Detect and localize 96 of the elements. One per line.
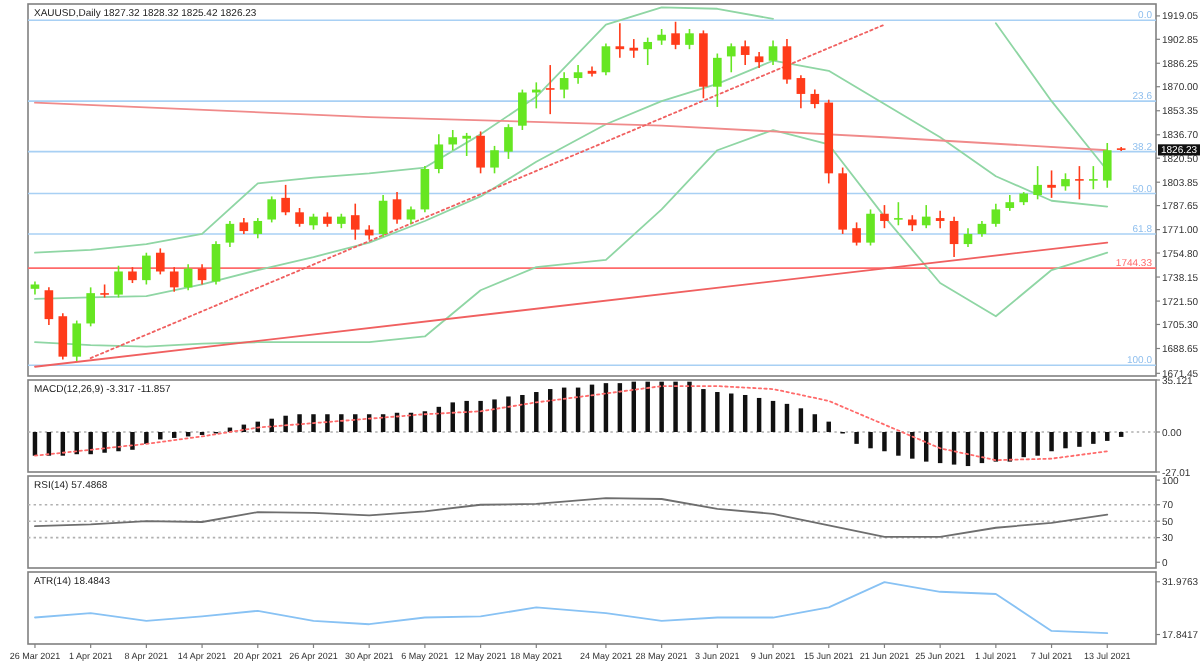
candlestick [350,202,360,241]
candlestick [86,286,95,328]
bar [506,396,511,433]
candlestick [1033,165,1042,201]
bar [1049,432,1054,452]
candlestick [866,208,875,247]
candlestick [740,39,750,66]
bar [645,381,650,433]
candlestick [545,64,555,115]
candlestick [643,36,653,66]
bar [715,392,720,433]
candlestick [810,88,820,110]
candlestick [782,38,792,85]
candlestick [44,286,54,326]
candlestick [448,129,458,152]
bar [492,399,497,432]
bar [1077,432,1082,447]
candlestick [114,264,123,299]
bar [798,408,804,433]
bar [854,432,859,444]
bar [311,414,316,432]
candlestick [921,204,931,229]
candlestick [852,221,861,247]
candlestick [991,202,1001,228]
bar [158,432,163,440]
candlestick [935,210,945,229]
bar [325,414,330,432]
candlestick [155,247,165,276]
bar [534,392,539,433]
candlestick [768,39,778,66]
bar [520,394,525,432]
bar [701,389,706,433]
candlestick [58,312,68,361]
bar [1035,432,1040,456]
candlestick [601,42,611,76]
candlestick [142,251,151,286]
bar [812,414,818,432]
candlestick [253,217,263,240]
bar [269,418,274,432]
candlestick [615,22,625,59]
candlestick [963,227,973,248]
bar [171,432,177,438]
candlestick [295,207,304,228]
bar [659,381,664,433]
bar [1105,432,1110,441]
bar [464,400,469,433]
bar [297,414,302,432]
candlestick [726,42,736,74]
candlestick [1089,165,1098,191]
candlestick [671,20,680,50]
bar [116,432,121,452]
candlestick [476,130,485,175]
candlestick [1047,169,1056,199]
candlestick [685,28,694,50]
candlestick [169,266,179,293]
bar [339,414,344,432]
bar [868,432,873,449]
bar [896,432,901,456]
bar [1021,432,1026,458]
candlestick [462,132,471,157]
candlestick [796,74,806,110]
candlestick [504,123,513,160]
bar [478,400,483,433]
bar [673,381,678,433]
bar [742,394,748,432]
candlestick [880,204,889,229]
bar [102,432,107,453]
bar [687,381,692,433]
candlestick [392,191,402,225]
candlestick [490,145,499,175]
candlestick [949,215,959,258]
candlestick [267,195,277,224]
candlestick [420,165,430,214]
bar [1063,432,1068,449]
candlestick [629,38,639,59]
candlestick [713,52,722,108]
candlestick [573,64,583,85]
bar [88,432,93,455]
candlestick [1102,142,1112,189]
bar [130,432,135,450]
bar [144,432,149,444]
bar [910,432,915,459]
bar [283,415,288,432]
candlestick [281,184,290,216]
candlestick [518,88,527,131]
candlestick [72,319,82,362]
candlestick [211,240,221,286]
candlestick [225,220,235,248]
candlestick [894,201,903,227]
bar [784,403,790,433]
candlestick [434,133,444,175]
bar [882,432,887,452]
bar [1091,432,1096,444]
candlestick [378,194,388,238]
candlestick [1075,165,1084,201]
candlestick [559,71,569,100]
